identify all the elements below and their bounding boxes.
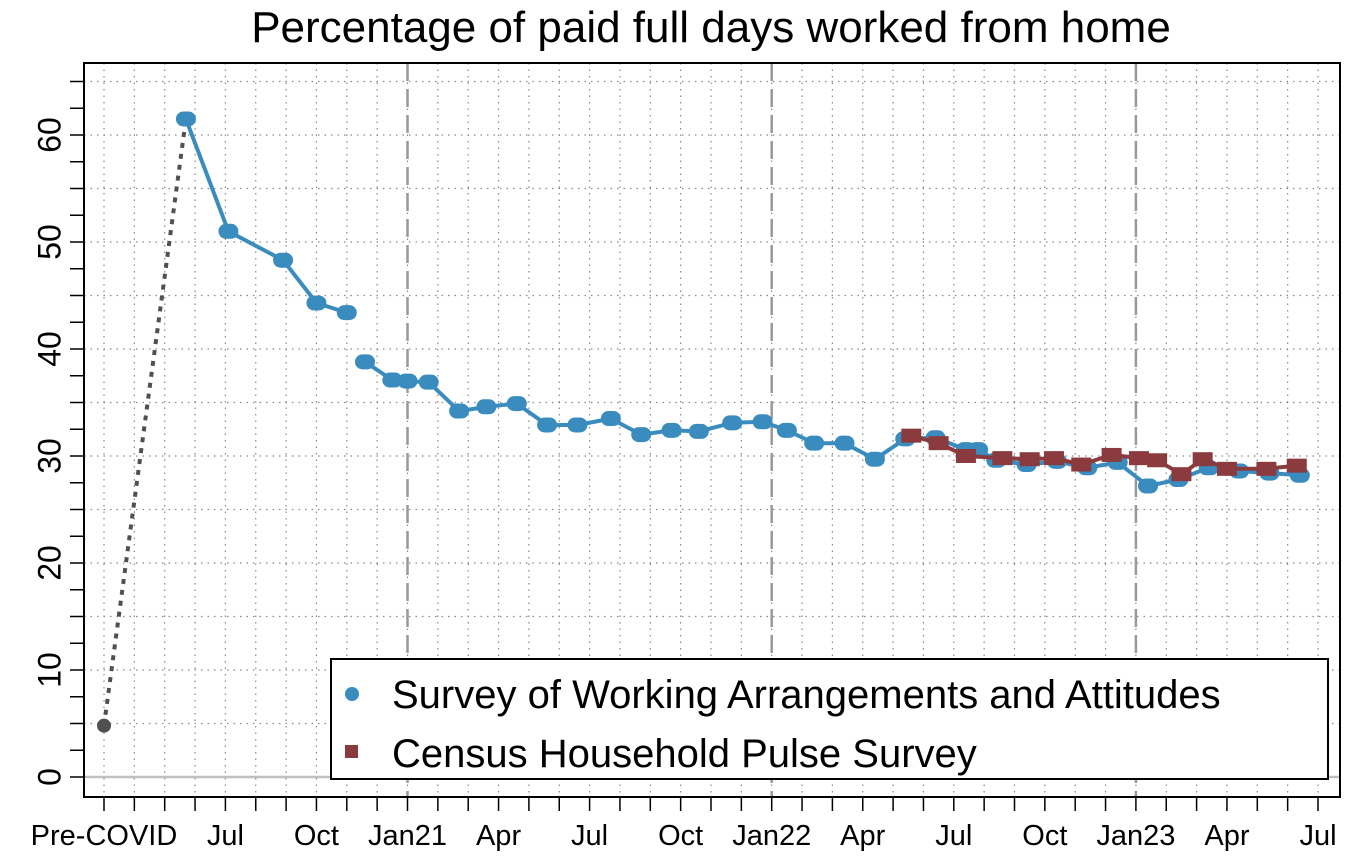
data-point <box>476 399 497 415</box>
data-point <box>1171 467 1192 482</box>
data-point <box>928 436 949 451</box>
data-point <box>661 422 682 438</box>
data-point <box>631 427 652 443</box>
data-point <box>804 435 825 451</box>
x-tick-label: Jan22 <box>732 820 811 852</box>
data-point <box>776 422 797 438</box>
x-tick-label: Jul <box>1299 820 1336 852</box>
y-tick-label: 50 <box>31 224 67 260</box>
series-swaa <box>175 111 1310 494</box>
x-tick-label: Oct <box>1022 820 1067 852</box>
data-point <box>418 374 439 390</box>
data-point <box>688 423 709 439</box>
data-point <box>752 414 773 430</box>
x-tick-label: Apr <box>840 820 885 852</box>
legend-swaa-marker <box>345 687 359 701</box>
data-point <box>600 411 621 427</box>
data-point <box>955 449 976 463</box>
data-point <box>1071 457 1092 472</box>
data-point <box>218 223 239 239</box>
legend: Survey of Working Arrangements and Attit… <box>330 658 1329 780</box>
y-tick-label: 10 <box>31 652 67 688</box>
data-point <box>449 403 470 419</box>
legend-box <box>330 658 1329 780</box>
data-point <box>537 417 558 433</box>
y-tick-label: 60 <box>31 117 67 153</box>
x-tick-label: Apr <box>1204 820 1249 852</box>
axes: 0 10 20 30 40 50 60 Pre-COVID Jul Oct Jan21 Apr Jul O… <box>31 80 1337 852</box>
data-point <box>382 372 403 388</box>
precovid-point <box>97 718 111 733</box>
x-tick-label: Oct <box>658 820 703 852</box>
data-point <box>1138 478 1159 494</box>
data-point <box>1128 451 1149 466</box>
x-tick-label: Pre-COVID <box>31 820 178 852</box>
x-tick-label: Jul <box>571 820 608 852</box>
x-tick-label: Apr <box>476 820 521 852</box>
series-layer <box>97 111 1310 733</box>
legend-swaa-label: Survey of Working Arrangements and Attit… <box>392 673 1221 717</box>
x-tick-label: Jul <box>935 820 972 852</box>
series-pulse <box>901 428 1307 482</box>
data-point <box>567 417 588 433</box>
chart-title: Percentage of paid full days worked from… <box>251 3 1171 52</box>
y-tick-label: 40 <box>31 331 67 367</box>
legend-pulse-label: Census Household Pulse Survey <box>392 732 977 776</box>
data-point <box>306 295 327 311</box>
data-point <box>864 451 885 467</box>
data-point <box>834 435 855 451</box>
y-tick-label: 0 <box>31 768 67 786</box>
data-point <box>506 396 527 412</box>
data-point <box>1147 453 1168 468</box>
x-tick-label: Jan23 <box>1096 820 1175 852</box>
data-point <box>336 305 357 321</box>
x-tick-label: Jul <box>207 820 244 852</box>
plot-frame <box>83 62 1341 798</box>
data-point <box>1286 458 1307 473</box>
data-point <box>175 111 196 127</box>
data-point <box>901 428 922 443</box>
x-tick-label: Jan21 <box>368 820 447 852</box>
y-tick-label: 20 <box>31 545 67 581</box>
data-point <box>397 373 418 389</box>
x-tick-label: Oct <box>294 820 339 852</box>
data-point <box>1043 451 1064 466</box>
series-line <box>184 118 348 315</box>
series-line <box>363 360 1300 488</box>
data-point <box>355 354 376 370</box>
data-point <box>992 451 1013 466</box>
data-point <box>1216 461 1237 476</box>
data-point <box>1101 447 1122 462</box>
y-tick-label: 30 <box>31 438 67 474</box>
data-point <box>1192 452 1213 467</box>
data-point <box>1256 461 1277 476</box>
precovid-connector <box>102 118 188 726</box>
data-point <box>273 252 294 268</box>
data-point <box>1019 452 1040 467</box>
legend-pulse-marker <box>345 745 358 758</box>
data-point <box>722 415 743 431</box>
